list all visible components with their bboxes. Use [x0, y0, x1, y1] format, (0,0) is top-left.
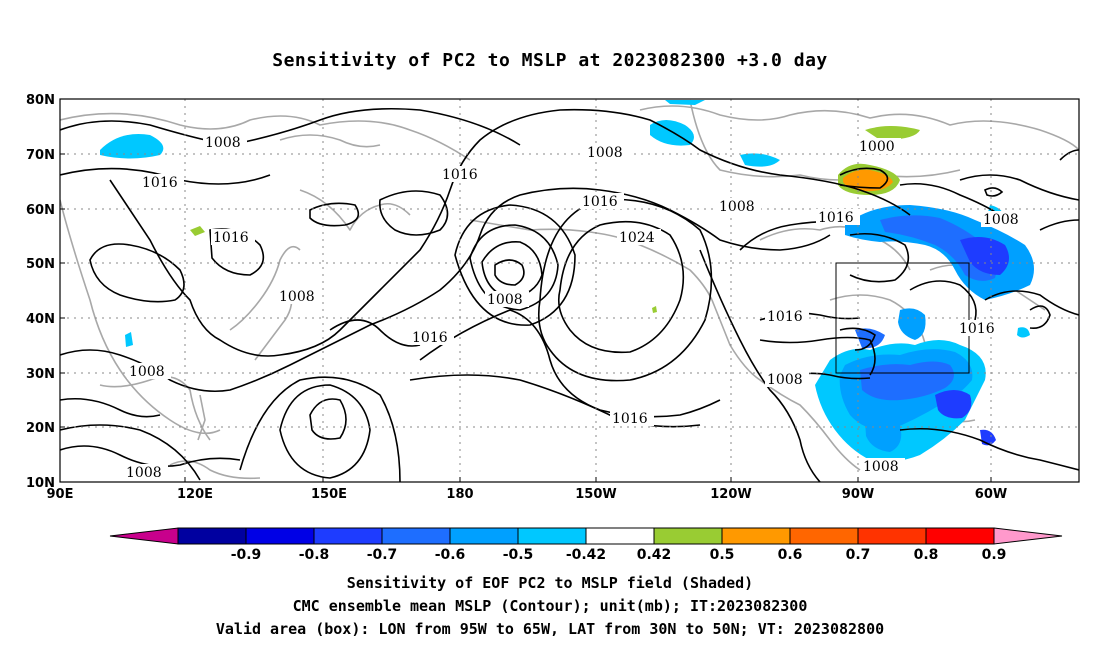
lat-lon-grid — [60, 99, 1079, 482]
svg-text:1016: 1016 — [767, 309, 803, 325]
svg-text:1016: 1016 — [959, 321, 995, 337]
svg-text:150W: 150W — [575, 487, 616, 502]
svg-text:1008: 1008 — [487, 292, 523, 308]
colorbar-swatch — [721, 527, 791, 545]
svg-text:60W: 60W — [975, 487, 1007, 502]
colorbar-swatch — [449, 527, 519, 545]
svg-text:120W: 120W — [710, 487, 751, 502]
colorbar-tick-label: 0.5 — [710, 547, 735, 563]
contour-labels: 1008 1016 1016 1008 1008 1016 1016 1024 … — [124, 134, 1025, 481]
svg-text:60N: 60N — [26, 203, 55, 218]
colorbar-tick-label: -0.42 — [566, 547, 606, 563]
colorbar-swatch — [925, 527, 995, 545]
svg-text:10N: 10N — [26, 476, 55, 491]
svg-text:1016: 1016 — [582, 194, 618, 210]
colorbar-low-arrow — [109, 527, 179, 545]
svg-text:1016: 1016 — [612, 411, 648, 427]
colorbar-swatch — [177, 527, 247, 545]
colorbar-swatch — [585, 527, 655, 545]
svg-text:1008: 1008 — [983, 212, 1019, 228]
colorbar-swatch — [517, 527, 587, 545]
colorbar-tick-label: 0.6 — [778, 547, 803, 563]
map-border — [59, 98, 1080, 483]
colorbar-tick-label: 0.8 — [914, 547, 939, 563]
svg-text:1016: 1016 — [442, 167, 478, 183]
colorbar-swatch — [653, 527, 723, 545]
colorbar-swatch — [381, 527, 451, 545]
colorbar-tick-label: 0.9 — [982, 547, 1007, 563]
colorbar-tick-label: -0.9 — [231, 547, 262, 563]
colorbar-swatch — [313, 527, 383, 545]
colorbar-swatch — [789, 527, 859, 545]
colorbar-tick-label: -0.5 — [503, 547, 534, 563]
colorbar-tick-label: -0.7 — [367, 547, 398, 563]
svg-text:90E: 90E — [47, 487, 74, 502]
caption-shading: Sensitivity of EOF PC2 to MSLP field (Sh… — [346, 574, 754, 592]
svg-text:30N: 30N — [26, 367, 55, 382]
svg-text:70N: 70N — [26, 148, 55, 163]
svg-text:50N: 50N — [26, 257, 55, 272]
svg-text:1008: 1008 — [719, 199, 755, 215]
svg-text:1008: 1008 — [126, 465, 162, 481]
caption-contour: CMC ensemble mean MSLP (Contour); unit(m… — [292, 597, 808, 615]
svg-text:1016: 1016 — [142, 175, 178, 191]
chart-title: Sensitivity of PC2 to MSLP at 2023082300… — [272, 50, 828, 71]
svg-text:1000: 1000 — [859, 139, 895, 155]
svg-text:120E: 120E — [177, 487, 213, 502]
svg-text:1024: 1024 — [619, 230, 655, 246]
svg-text:1008: 1008 — [279, 289, 315, 305]
colorbar-tick-label: 0.7 — [846, 547, 871, 563]
sensitivity-shading — [100, 100, 1034, 462]
svg-text:1008: 1008 — [129, 364, 165, 380]
colorbar: -0.9 -0.8 -0.7 -0.6 -0.5 -0.42 0.42 0.5 0.6 0.7 0.… — [109, 527, 1063, 563]
colorbar-tick-label: -0.6 — [435, 547, 466, 563]
valid-area-box — [835, 262, 970, 374]
axis-ticks — [60, 98, 992, 483]
svg-text:1008: 1008 — [863, 459, 899, 475]
svg-text:1008: 1008 — [205, 135, 241, 151]
colorbar-high-arrow — [993, 527, 1063, 545]
svg-text:1016: 1016 — [818, 210, 854, 226]
colorbar-tick-label: 0.42 — [637, 547, 672, 563]
latitude-labels: 80N 70N 60N 50N 40N 30N 20N 10N — [26, 93, 55, 491]
colorbar-tick-label: -0.8 — [299, 547, 330, 563]
longitude-labels: 90E 120E 150E 180 150W 120W 90W 60W — [47, 487, 1008, 502]
svg-text:150E: 150E — [311, 487, 347, 502]
svg-text:1008: 1008 — [587, 145, 623, 161]
colorbar-swatch — [245, 527, 315, 545]
svg-text:40N: 40N — [26, 312, 55, 327]
svg-text:20N: 20N — [26, 421, 55, 436]
svg-text:1008: 1008 — [767, 372, 803, 388]
svg-text:1016: 1016 — [213, 230, 249, 246]
svg-text:90W: 90W — [842, 487, 874, 502]
caption-valid-area: Valid area (box): LON from 95W to 65W, L… — [215, 620, 885, 638]
svg-text:1016: 1016 — [412, 330, 448, 346]
colorbar-swatch — [857, 527, 927, 545]
svg-text:180: 180 — [446, 487, 473, 502]
svg-text:80N: 80N — [26, 93, 55, 108]
